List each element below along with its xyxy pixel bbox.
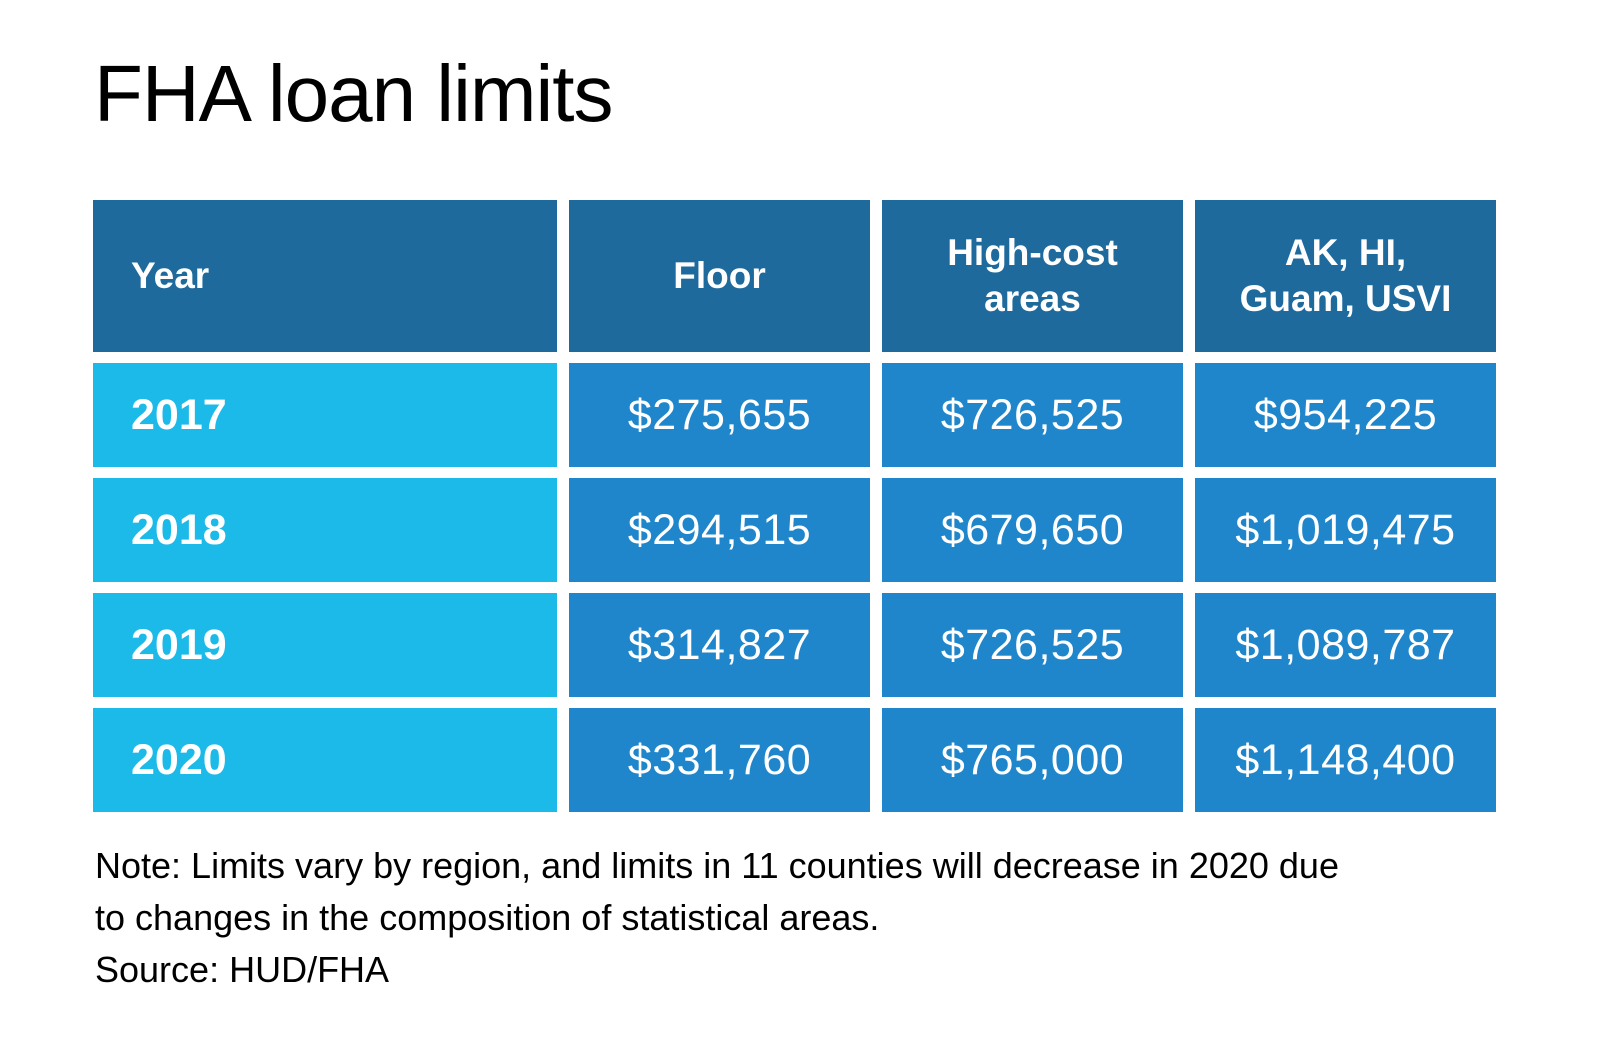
year-cell-2017: 2017 xyxy=(93,363,557,467)
floor-value-2020: $331,760 xyxy=(569,708,870,812)
floor-value-2019: $314,827 xyxy=(569,593,870,697)
ak-hi-value-2020: $1,148,400 xyxy=(1195,708,1496,812)
fha-loan-limits-table: Year Floor High-cost areas AK, HI, Guam,… xyxy=(93,200,1496,812)
header-label-floor: Floor xyxy=(673,254,766,296)
header-cell-floor: Floor xyxy=(569,200,870,352)
note-text: Note: Limits vary by region, and limits … xyxy=(95,845,1339,938)
high-cost-value-2017: $726,525 xyxy=(882,363,1183,467)
header-label-ak-hi-guam-usvi: AK, HI, Guam, USVI xyxy=(1239,231,1452,319)
page-title: FHA loan limits xyxy=(94,49,613,138)
header-cell-ak-hi-guam-usvi: AK, HI, Guam, USVI xyxy=(1195,200,1496,352)
header-label-high-cost: High-cost areas xyxy=(947,231,1118,319)
header-cell-high-cost: High-cost areas xyxy=(882,200,1183,352)
ak-hi-value-2017: $954,225 xyxy=(1195,363,1496,467)
footnote: Note: Limits vary by region, and limits … xyxy=(95,840,1495,995)
year-cell-2019: 2019 xyxy=(93,593,557,697)
year-cell-2020: 2020 xyxy=(93,708,557,812)
high-cost-value-2019: $726,525 xyxy=(882,593,1183,697)
floor-value-2017: $275,655 xyxy=(569,363,870,467)
high-cost-value-2018: $679,650 xyxy=(882,478,1183,582)
high-cost-value-2020: $765,000 xyxy=(882,708,1183,812)
ak-hi-value-2019: $1,089,787 xyxy=(1195,593,1496,697)
source-text: Source: HUD/FHA xyxy=(95,948,390,990)
floor-value-2018: $294,515 xyxy=(569,478,870,582)
header-cell-year: Year xyxy=(93,200,557,352)
year-cell-2018: 2018 xyxy=(93,478,557,582)
header-label-year: Year xyxy=(131,254,210,296)
ak-hi-value-2018: $1,019,475 xyxy=(1195,478,1496,582)
